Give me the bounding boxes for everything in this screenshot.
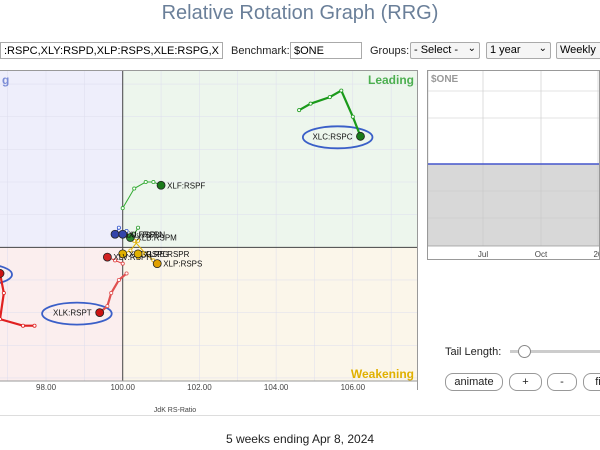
improving-quadrant — [0, 71, 123, 248]
tail-point — [143, 251, 148, 256]
groups-label: Groups: — [370, 45, 410, 57]
rrg-plot[interactable]: Leading Weakening g 98.00 100.00 102.00 104.00… — [0, 70, 418, 390]
head-point — [156, 180, 166, 190]
weakening-label: Weakening — [351, 367, 414, 381]
benchmark-x-tick: Oct — [535, 250, 548, 259]
weakening-quadrant — [122, 247, 417, 381]
tail-point — [116, 225, 121, 230]
tail-point — [124, 271, 129, 276]
date-caption: 5 weeks ending Apr 8, 2024 — [225, 432, 375, 446]
head-point — [152, 259, 162, 269]
benchmark-symbol-label: $ONE — [431, 74, 459, 85]
chevron-down-icon: ⌄ — [467, 43, 476, 54]
x-tick-label: 102.00 — [187, 383, 212, 390]
x-tick-label: 100.00 — [110, 383, 135, 390]
fit-button[interactable]: fi — [583, 373, 600, 391]
tail-point — [350, 114, 355, 119]
head-point — [356, 131, 365, 141]
x-tick-label: 104.00 — [264, 383, 289, 390]
tail-point — [105, 304, 110, 309]
tail-point — [21, 323, 26, 328]
benchmark-chart: $ONE Jul Oct 20 — [428, 71, 600, 259]
series-label: XLU:RSPU — [121, 230, 161, 239]
tail-point — [113, 258, 118, 263]
zoom-in-button[interactable]: + — [509, 373, 542, 391]
series-label: XLE:RSPG — [129, 250, 169, 259]
page-title: Relative Rotation Graph (RRG) — [161, 2, 439, 24]
head-point — [0, 269, 5, 278]
tail-point — [136, 238, 141, 243]
animate-button[interactable]: animate — [445, 373, 503, 391]
tail-point — [308, 101, 313, 106]
tail-point — [151, 180, 156, 185]
x-tick-label: 98.00 — [36, 383, 57, 390]
head-point — [125, 233, 135, 242]
series-label: XLI:RSPN — [129, 230, 166, 239]
period-select[interactable]: 1 year ⌄ — [486, 42, 551, 59]
tail-length-slider[interactable] — [510, 350, 600, 353]
head-point — [133, 249, 143, 259]
x-tick-label: 106.00 — [341, 383, 366, 390]
tail-length-label: Tail Length: — [445, 346, 502, 358]
groups-select[interactable]: - Select - ⌄ — [410, 42, 480, 59]
symbols-input[interactable] — [0, 42, 223, 59]
benchmark-label: Benchmark: — [231, 45, 290, 57]
benchmark-x-tick: 20 — [594, 250, 600, 259]
highlight-ellipse — [0, 265, 13, 284]
benchmark-panel: $ONE Jul Oct 20 — [427, 70, 600, 260]
tail-point — [132, 186, 137, 191]
series-label: XLRE:RSPR — [144, 250, 190, 259]
groups-select-value: - Select - — [414, 44, 459, 56]
head-point — [102, 252, 112, 262]
tail-point — [128, 248, 133, 253]
interval-select[interactable]: Weekly — [556, 42, 600, 59]
tail-point — [136, 225, 141, 230]
improving-label: g — [2, 73, 9, 87]
rrg-chart: Leading Weakening g 98.00 100.00 102.00 104.00… — [0, 71, 417, 390]
tail-point — [1, 291, 6, 296]
head-point — [95, 308, 105, 318]
tail-point — [0, 317, 2, 322]
leading-label: Leading — [368, 73, 414, 87]
tail-point — [120, 261, 125, 266]
series-label: XLC:RSPC — [312, 132, 352, 141]
highlight-ellipse — [41, 301, 113, 326]
benchmark-input[interactable] — [290, 42, 362, 59]
tail-point — [109, 291, 114, 296]
tail-point — [116, 277, 121, 282]
benchmark-x-tick: Jul — [478, 250, 488, 259]
tail-line — [0, 273, 35, 327]
series-label: XLB:RSPM — [136, 234, 177, 243]
series-label: XLF:RSPF — [167, 181, 205, 190]
head-point — [118, 229, 128, 239]
chevron-down-icon: ⌄ — [538, 43, 547, 54]
divider — [0, 415, 600, 416]
tail-point — [327, 95, 332, 100]
zoom-out-button[interactable]: - — [547, 373, 577, 391]
interval-select-value: Weekly — [560, 44, 596, 56]
tail-point — [297, 108, 302, 113]
highlight-ellipse — [301, 125, 374, 150]
benchmark-upper-area — [428, 71, 599, 164]
tail-point — [143, 180, 148, 185]
tail-length-slider-handle[interactable] — [517, 345, 531, 358]
series-label: XLP:RSPS — [163, 260, 202, 269]
leading-quadrant — [122, 71, 417, 248]
benchmark-lower-area — [428, 164, 599, 246]
series-label: XLK:RSPT — [53, 309, 92, 318]
head-point — [110, 229, 120, 239]
head-point — [118, 249, 128, 259]
tail-point — [120, 206, 125, 211]
toolbar: Benchmark: Groups: - Select - ⌄ 1 year ⌄… — [0, 42, 600, 62]
period-select-value: 1 year — [490, 44, 521, 56]
tail-point — [339, 88, 344, 93]
series-label: XLV:RSPH — [113, 253, 152, 262]
tail-point — [32, 323, 37, 328]
tail-line — [298, 89, 362, 137]
x-axis-title: JdK RS-Ratio — [153, 407, 197, 414]
